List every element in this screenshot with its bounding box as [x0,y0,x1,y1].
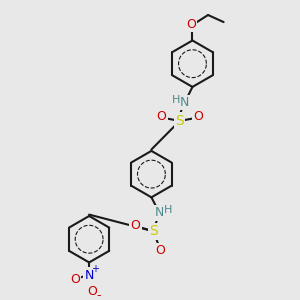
Text: N: N [179,96,189,109]
Text: O: O [87,285,97,298]
Text: O: O [70,273,80,286]
Text: S: S [149,224,158,238]
Text: O: O [156,110,166,123]
Text: N: N [155,206,164,219]
Text: N: N [84,269,94,282]
Text: O: O [130,219,140,232]
Text: +: + [92,264,99,274]
Text: O: O [186,18,196,31]
Text: H: H [164,205,172,215]
Text: H: H [172,95,180,105]
Text: -: - [96,289,100,300]
Text: O: O [155,244,165,257]
Text: O: O [193,110,203,123]
Text: S: S [176,114,184,128]
